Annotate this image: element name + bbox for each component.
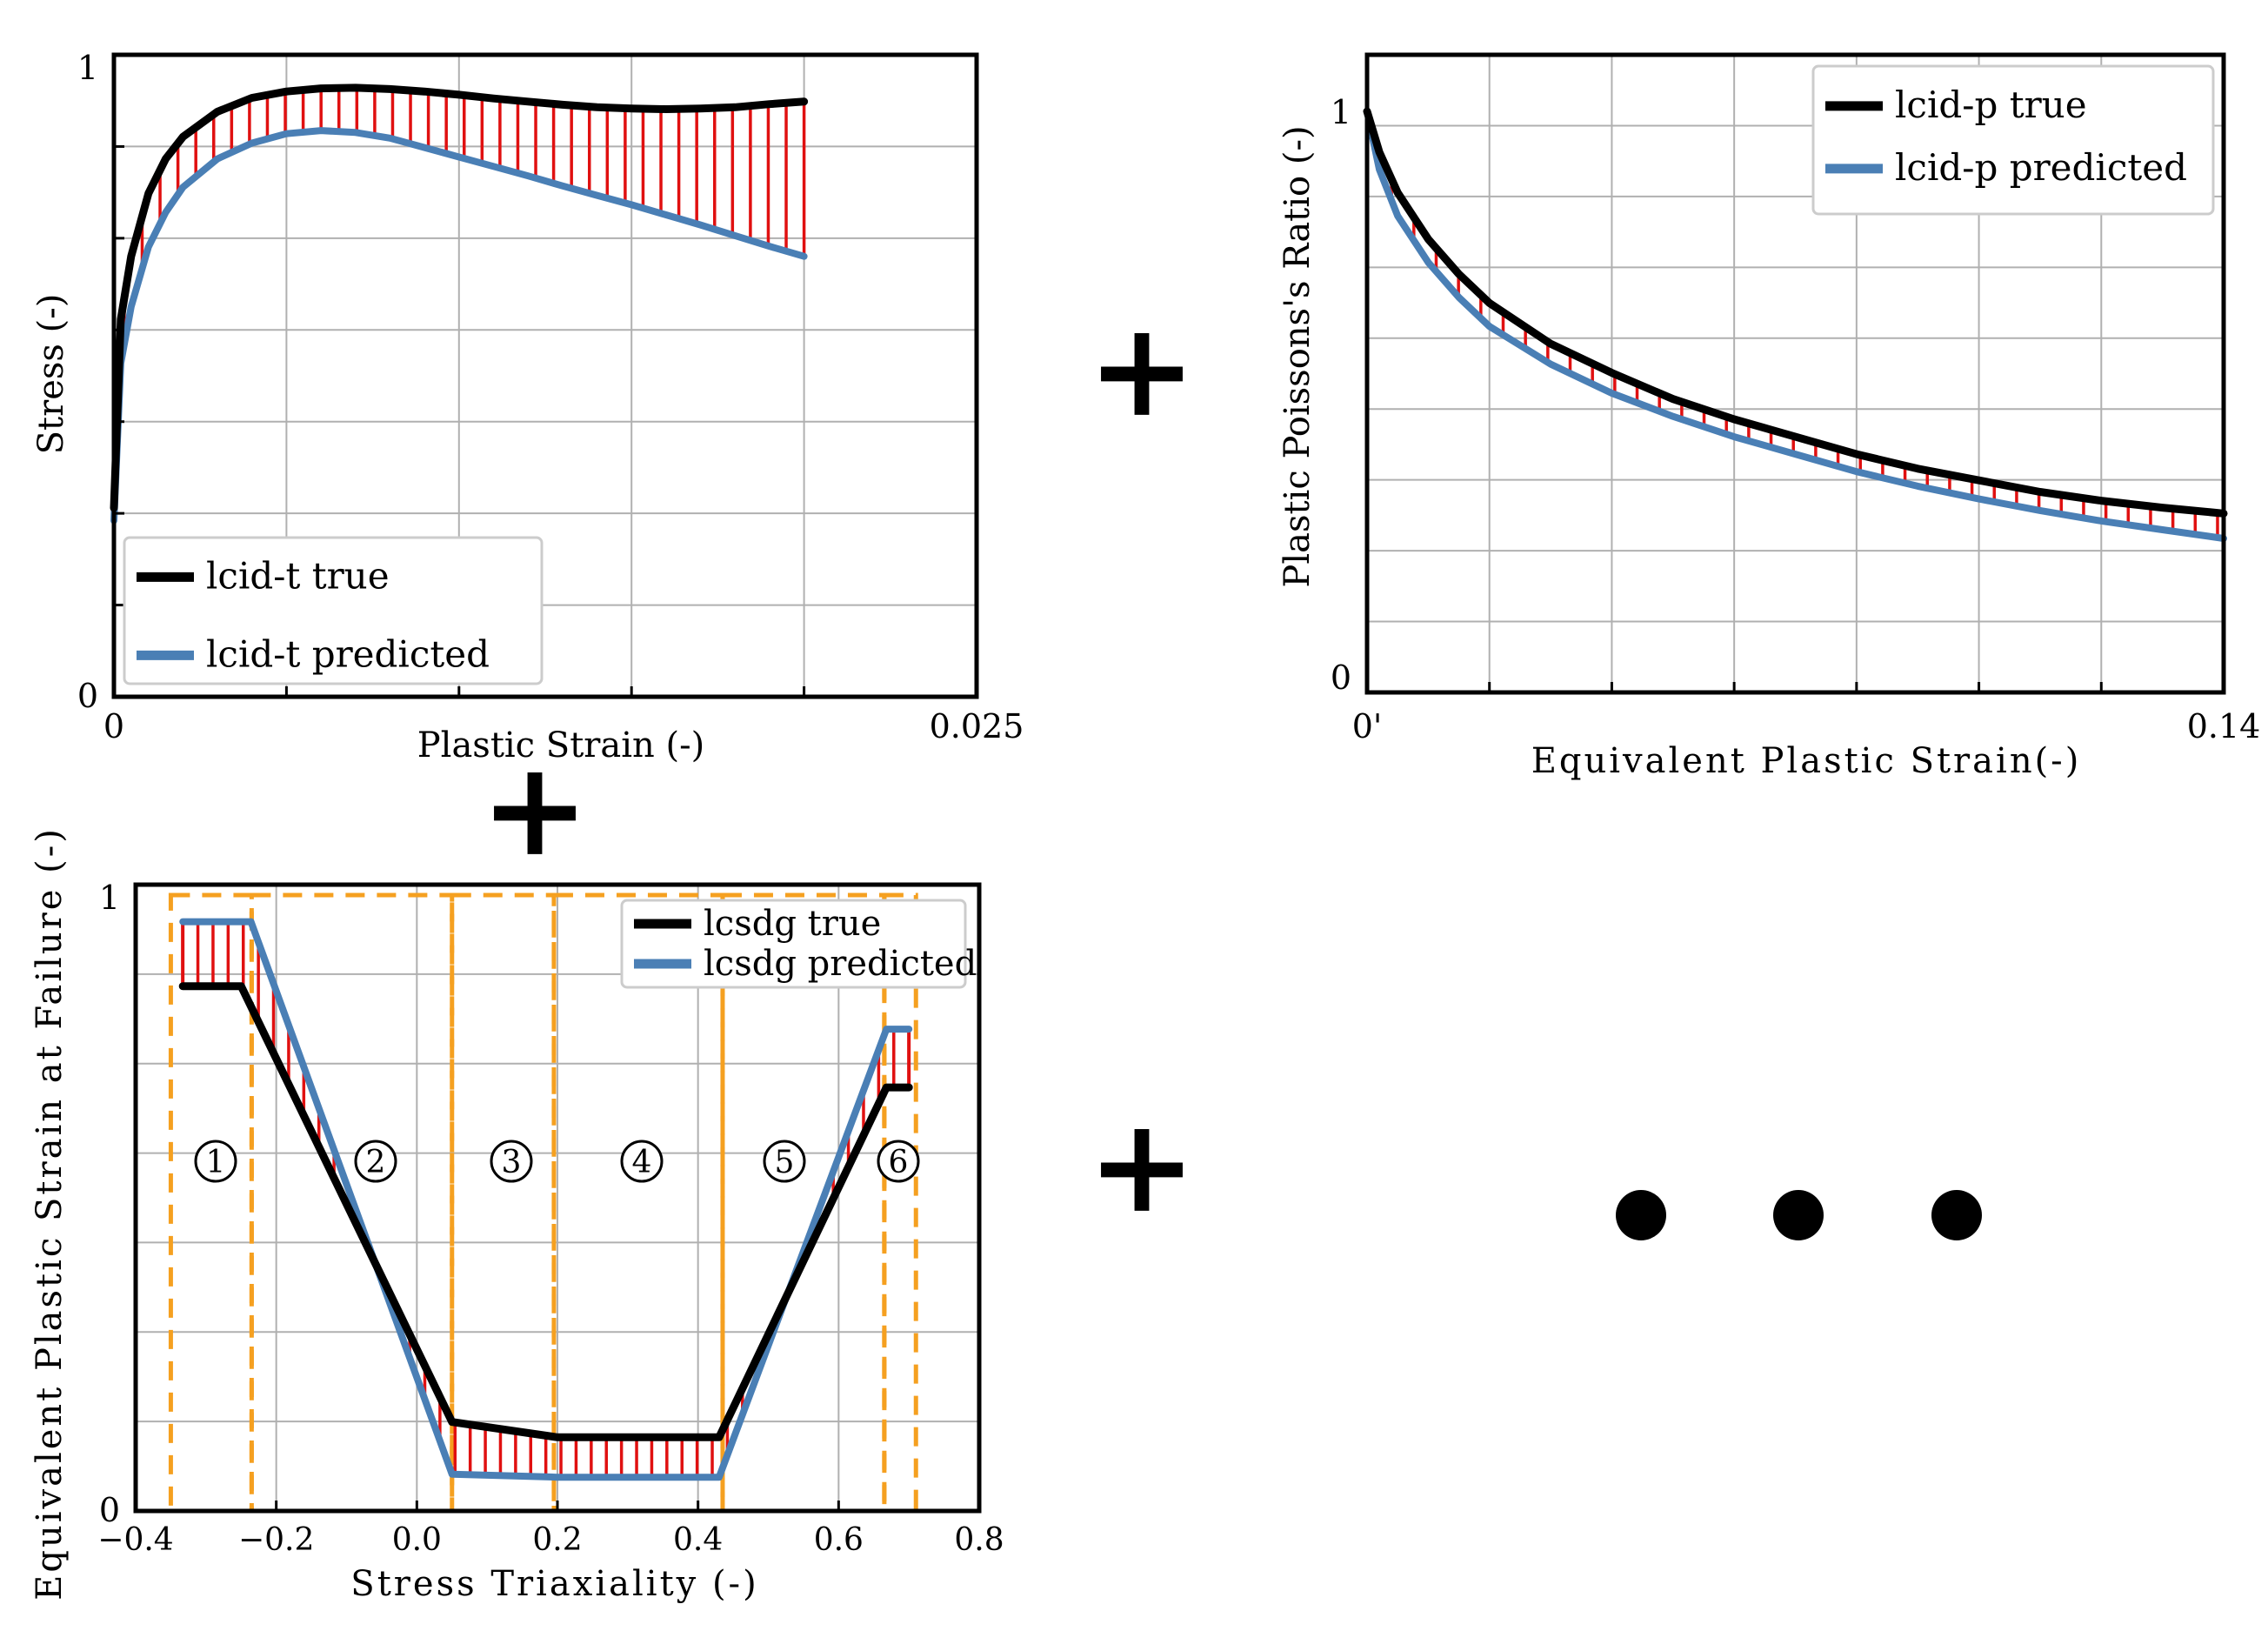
line-lcid-t-predicted xyxy=(110,127,808,525)
region-label-circle xyxy=(194,1140,237,1183)
region-label: 5 xyxy=(775,1145,795,1180)
legend xyxy=(620,899,967,989)
x-tick-label: 0.8 xyxy=(954,1522,1004,1558)
legend-label: lcid-t true xyxy=(206,554,390,597)
legend xyxy=(1811,64,2215,216)
region-label: 3 xyxy=(502,1145,522,1180)
chart-lcid-p: 0' 0.14 1 0 Equivalent Plastic Strain(-) Plas… xyxy=(1277,52,2261,781)
x-axis-label: Stress Triaxiality (-) xyxy=(350,1564,758,1604)
region-label-circle xyxy=(877,1140,920,1183)
plus-sign: + xyxy=(480,732,590,886)
region-label-circle xyxy=(490,1140,533,1183)
legend-label: lcsdg predicted xyxy=(704,944,977,984)
x-tick-label: 0' xyxy=(1352,707,1383,745)
x-axis-label: Plastic Strain (-) xyxy=(417,725,705,765)
region-label-circle xyxy=(620,1140,664,1183)
legend-label: lcid-t predicted xyxy=(206,632,490,675)
ellipsis-dot xyxy=(1616,1190,1666,1240)
x-tick-label: 0.6 xyxy=(814,1522,864,1558)
x-axis-label: Equivalent Plastic Strain(-) xyxy=(1531,741,2082,781)
ellipsis-dot xyxy=(1931,1190,1982,1240)
y-tick-label: 1 xyxy=(99,879,120,917)
chart-lcid-t: 0 0.025 1 0 Plastic Strain (-) Stress (-) lcid… xyxy=(31,49,1024,765)
x-tick-label: 0.025 xyxy=(930,707,1024,745)
region-box-4 xyxy=(551,892,725,1514)
line-lcid-p-predicted xyxy=(1364,108,2227,542)
y-tick-label: 0 xyxy=(99,1491,120,1529)
y-axis-label: Stress (-) xyxy=(31,294,71,455)
x-tick-label: 0 xyxy=(103,707,124,745)
y-tick-label: 0 xyxy=(77,677,98,715)
legend xyxy=(123,536,544,685)
y-axis-label: Equivalent Plastic Strain at Failure (-) xyxy=(30,826,70,1601)
region-label: 6 xyxy=(889,1145,909,1180)
x-tick-label: −0.2 xyxy=(238,1522,314,1558)
region-label: 2 xyxy=(366,1145,386,1180)
x-tick-label: 0.0 xyxy=(392,1522,442,1558)
x-tick-label: 0.2 xyxy=(532,1522,582,1558)
plot-frame xyxy=(111,52,979,699)
plot-frame xyxy=(1364,52,2226,695)
region-label: 1 xyxy=(206,1145,226,1180)
y-axis-label: Plastic Poissons's Ratio (-) xyxy=(1277,125,1317,587)
line-lcid-t-true xyxy=(110,84,809,512)
ellipsis-dot xyxy=(1773,1190,1824,1240)
legend-label: lcid-p predicted xyxy=(1895,146,2187,189)
y-tick-label: 1 xyxy=(1331,93,1351,131)
y-tick-label: 1 xyxy=(77,49,98,87)
region-label-circle xyxy=(354,1140,397,1183)
x-tick-label: 0.4 xyxy=(673,1522,723,1558)
y-tick-label: 0 xyxy=(1331,658,1351,697)
line-lcsdg-true xyxy=(178,982,913,1441)
line-lcsdg-predicted xyxy=(179,918,913,1481)
plus-sign: + xyxy=(1087,1089,1197,1242)
region-label-circle xyxy=(763,1140,806,1183)
line-lcid-p-true xyxy=(1363,107,2228,518)
chart-lcsdg: 1 2 3 4 5 6 −0.4 −0.2 0.0 0.2 0.4 0.6 0.8 1 0 Stress Tr… xyxy=(30,826,1004,1604)
x-tick-label: 0.14 xyxy=(2187,707,2261,745)
region-label: 4 xyxy=(632,1145,652,1180)
plus-sign: + xyxy=(1087,293,1197,446)
x-tick-label: −0.4 xyxy=(97,1522,173,1558)
legend-label: lcsdg true xyxy=(704,904,881,944)
legend-label: lcid-p true xyxy=(1895,84,2087,126)
